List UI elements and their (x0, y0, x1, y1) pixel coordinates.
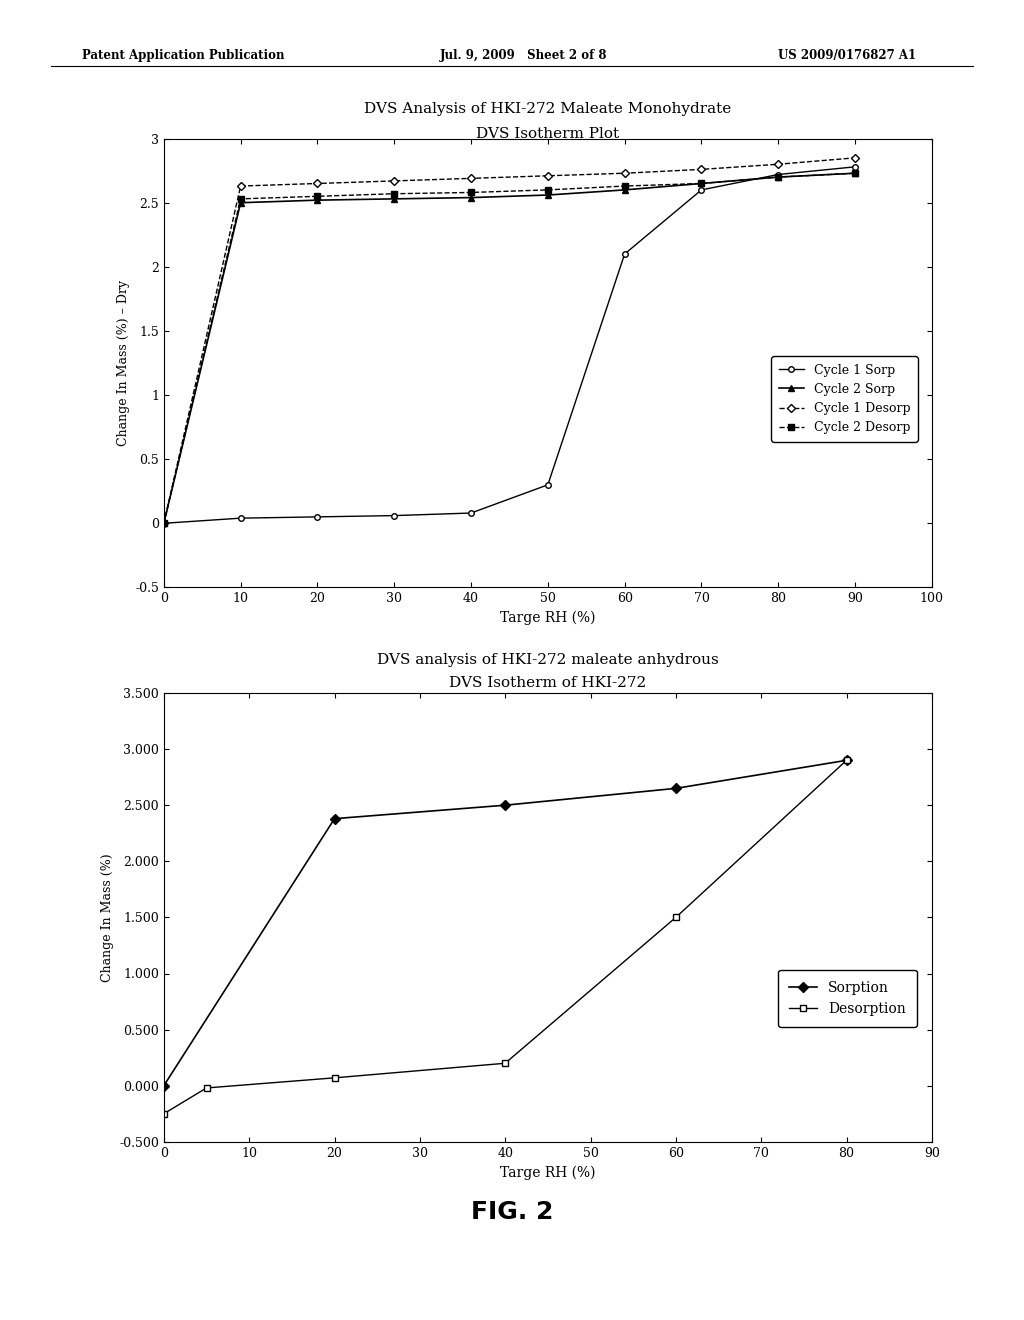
Legend: Cycle 1 Sorp, Cycle 2 Sorp, Cycle 1 Desorp, Cycle 2 Desorp: Cycle 1 Sorp, Cycle 2 Sorp, Cycle 1 Deso… (771, 356, 918, 442)
Cycle 1 Sorp (695, 182, 708, 198)
Cycle 2 Desorp (542, 182, 554, 198)
Cycle 1 Sorp (772, 166, 784, 182)
Desorption (499, 1056, 511, 1072)
Cycle 2 Sorp (618, 182, 631, 198)
X-axis label: Targe RH (%): Targe RH (%) (500, 1166, 596, 1180)
Cycle 1 Desorp (158, 515, 170, 531)
Cycle 2 Sorp (465, 190, 477, 206)
Cycle 2 Sorp (695, 176, 708, 191)
Cycle 2 Desorp (618, 178, 631, 194)
Cycle 2 Desorp (695, 176, 708, 191)
Text: Patent Application Publication: Patent Application Publication (82, 49, 285, 62)
Sorption (499, 797, 511, 813)
Cycle 1 Sorp (465, 506, 477, 521)
Desorption (670, 909, 682, 925)
Cycle 1 Desorp (695, 161, 708, 177)
Cycle 1 Desorp (772, 156, 784, 172)
Cycle 1 Sorp (234, 511, 247, 527)
Cycle 2 Sorp (158, 515, 170, 531)
Cycle 1 Sorp (849, 158, 861, 174)
Line: Cycle 1 Desorp: Cycle 1 Desorp (161, 154, 858, 527)
Cycle 1 Desorp (465, 170, 477, 186)
Cycle 1 Desorp (234, 178, 247, 194)
Text: DVS Analysis of HKI-272 Maleate Monohydrate: DVS Analysis of HKI-272 Maleate Monohydr… (365, 102, 731, 116)
Desorption (329, 1071, 341, 1086)
Cycle 2 Desorp (158, 515, 170, 531)
Cycle 2 Sorp (542, 187, 554, 203)
Cycle 2 Sorp (772, 169, 784, 185)
Desorption (841, 752, 853, 768)
Cycle 2 Desorp (234, 191, 247, 207)
Text: FIG. 2: FIG. 2 (471, 1200, 553, 1224)
Cycle 2 Sorp (388, 191, 400, 207)
Cycle 2 Sorp (311, 193, 324, 209)
Line: Sorption: Sorption (161, 756, 850, 1089)
Text: Jul. 9, 2009   Sheet 2 of 8: Jul. 9, 2009 Sheet 2 of 8 (440, 49, 608, 62)
Line: Cycle 2 Sorp: Cycle 2 Sorp (161, 170, 858, 527)
Sorption (158, 1077, 170, 1093)
Sorption (329, 810, 341, 826)
Cycle 1 Desorp (618, 165, 631, 181)
Text: DVS Isotherm Plot: DVS Isotherm Plot (476, 127, 620, 141)
Cycle 1 Sorp (618, 246, 631, 261)
X-axis label: Targe RH (%): Targe RH (%) (500, 611, 596, 626)
Y-axis label: Change In Mass (%): Change In Mass (%) (100, 853, 114, 982)
Desorption (158, 1106, 170, 1122)
Cycle 1 Desorp (542, 168, 554, 183)
Cycle 2 Desorp (388, 186, 400, 202)
Text: DVS analysis of HKI-272 maleate anhydrous: DVS analysis of HKI-272 maleate anhydrou… (377, 652, 719, 667)
Cycle 1 Desorp (311, 176, 324, 191)
Cycle 1 Sorp (542, 477, 554, 492)
Cycle 1 Desorp (849, 150, 861, 166)
Cycle 2 Desorp (772, 169, 784, 185)
Line: Cycle 2 Desorp: Cycle 2 Desorp (161, 170, 858, 527)
Cycle 2 Sorp (234, 195, 247, 211)
Y-axis label: Change In Mass (%) – Dry: Change In Mass (%) – Dry (117, 280, 130, 446)
Cycle 2 Sorp (849, 165, 861, 181)
Cycle 1 Sorp (388, 508, 400, 524)
Cycle 2 Desorp (311, 189, 324, 205)
Desorption (201, 1080, 213, 1096)
Sorption (841, 752, 853, 768)
Line: Cycle 1 Sorp: Cycle 1 Sorp (161, 164, 858, 527)
Text: DVS Isotherm of HKI-272: DVS Isotherm of HKI-272 (450, 676, 646, 690)
Sorption (670, 780, 682, 796)
Cycle 1 Sorp (311, 510, 324, 525)
Line: Desorption: Desorption (161, 756, 850, 1117)
Cycle 1 Sorp (158, 515, 170, 531)
Cycle 2 Desorp (465, 185, 477, 201)
Legend: Sorption, Desorption: Sorption, Desorption (778, 970, 918, 1027)
Cycle 1 Desorp (388, 173, 400, 189)
Text: US 2009/0176827 A1: US 2009/0176827 A1 (778, 49, 916, 62)
Cycle 2 Desorp (849, 165, 861, 181)
